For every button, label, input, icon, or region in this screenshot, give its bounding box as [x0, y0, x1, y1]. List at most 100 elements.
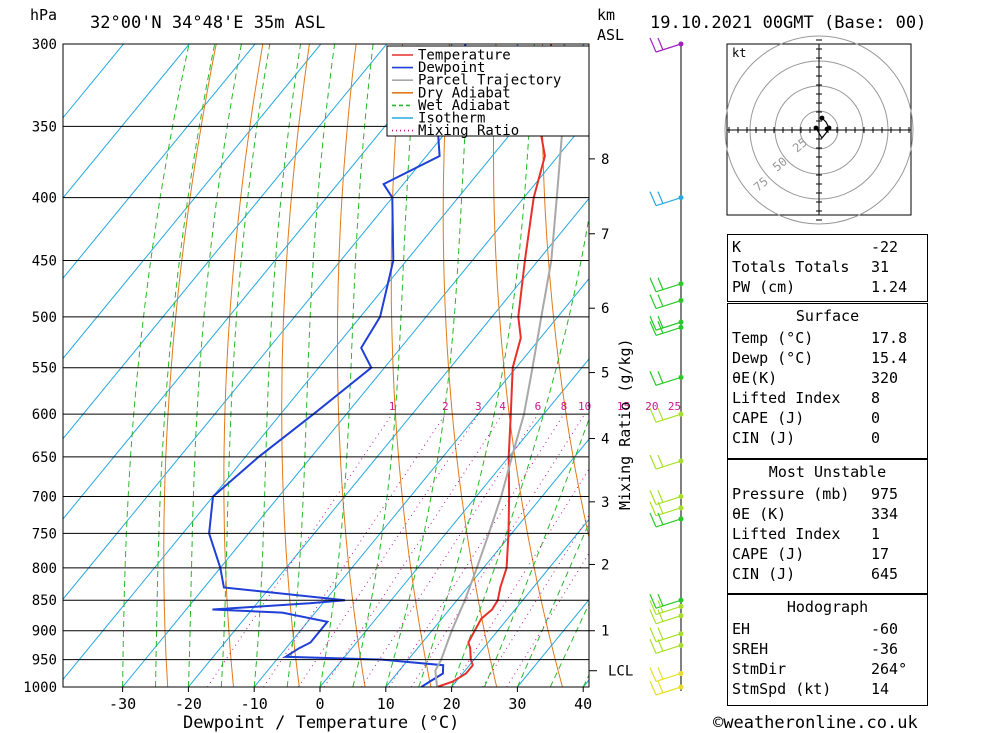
isotherm-line — [319, 358, 589, 687]
wind-barb-shaft — [655, 507, 682, 517]
indices-basic-box: K -22 Totals Totals 31 PW (cm) 1.24 — [727, 234, 928, 302]
km-tick-label: 3 — [601, 495, 609, 511]
surface-table: Temp (°C) 17.8 Dewp (°C) 15.4 θE(K) 320 Lifted… — [728, 328, 927, 448]
index-value: 17 — [871, 545, 890, 563]
index-label: EH — [732, 620, 751, 638]
wind-barb-shaft — [655, 615, 682, 625]
wind-barb-flag — [657, 371, 664, 384]
hodograph-kt-label: kt — [732, 46, 746, 60]
dry-adiabat-line — [390, 44, 432, 687]
wind-barb-flag — [649, 294, 657, 309]
hodograph-table: EH -60 SREH -36 StmDir 264° StmSpd (kt) 14 — [728, 619, 927, 699]
most-unstable-box: Most Unstable Pressure (mb) 975 θE (K) 334 L… — [727, 459, 928, 594]
index-row: θE(K) 320 — [728, 368, 927, 388]
mixing-ratio-tick-label: 15 — [617, 400, 630, 413]
index-label: StmSpd (kt) — [732, 680, 832, 698]
index-row: Totals Totals 31 — [728, 257, 927, 277]
wind-barb — [649, 191, 684, 207]
x-tick-label: -30 — [109, 695, 136, 713]
wind-barb — [649, 609, 684, 625]
index-label: CIN (J) — [732, 565, 796, 583]
x-tick-label: 30 — [508, 695, 526, 713]
hodograph-ring — [724, 35, 914, 225]
mixing-ratio-tick-label: 10 — [578, 400, 591, 413]
wind-barb-flag — [649, 600, 657, 615]
index-row: StmSpd (kt) 14 — [728, 679, 927, 699]
wind-barb — [649, 321, 684, 336]
wind-barb-shaft — [655, 644, 682, 654]
wind-barb-shaft — [655, 299, 682, 310]
isotherm-line — [63, 44, 388, 440]
index-value: 0 — [871, 409, 881, 427]
pressure-tick-label: 300 — [32, 37, 57, 53]
mixing-ratio-tick-label: 6 — [535, 400, 542, 413]
wind-barb-shaft — [655, 326, 682, 336]
index-value: 8 — [871, 389, 881, 407]
dry-adiabat-line — [963, 44, 1000, 687]
wind-barb-flag — [657, 277, 664, 290]
wind-barb-flag — [649, 277, 657, 293]
wind-barb-flag — [657, 680, 664, 694]
mixing-ratio-line — [297, 413, 479, 687]
km-tick-label: 6 — [601, 301, 609, 317]
hodograph-title: Hodograph — [786, 598, 869, 616]
legend-label: Wet Adiabat — [418, 98, 511, 114]
legend-label: Mixing Ratio — [418, 123, 519, 139]
date-title: 19.10.2021 00GMT (Base: 00) — [650, 13, 926, 33]
wind-barb-flag — [657, 627, 664, 640]
legend-box — [386, 45, 590, 137]
wind-barb-flag — [657, 600, 664, 613]
index-value: -22 — [871, 238, 899, 256]
wind-barb-shaft — [655, 605, 682, 616]
index-label: StmDir — [732, 660, 787, 678]
index-row: θE (K) 334 — [728, 504, 927, 524]
wind-barb-flag — [649, 407, 657, 423]
wind-barb — [649, 627, 684, 643]
wind-barb-flag — [657, 639, 664, 652]
index-row: CIN (J) 645 — [728, 564, 927, 584]
pressure-tick-label: 350 — [32, 119, 57, 135]
wind-barb — [649, 315, 684, 331]
pressure-tick-label: 450 — [32, 254, 57, 270]
wet-adiabat-line — [122, 44, 190, 687]
isotherm-line — [63, 44, 585, 681]
isotherm-line — [451, 518, 589, 687]
wind-barb-shaft — [655, 460, 682, 470]
wind-barb — [649, 600, 684, 616]
index-label: PW (cm) — [732, 278, 796, 296]
wet-adiabat-line — [484, 417, 589, 687]
wind-barb-flag — [657, 501, 664, 515]
pressure-tick-label: 800 — [32, 561, 57, 577]
mixing-ratio-tick-label: 3 — [475, 400, 482, 413]
pressure-tick-label: 900 — [32, 624, 57, 640]
isotherm-line — [188, 197, 589, 687]
index-value: 264° — [871, 660, 908, 678]
pressure-tick-label: 1000 — [23, 680, 57, 696]
wind-barb-flag — [657, 191, 664, 204]
wind-barb-flag — [649, 37, 657, 53]
wind-barb-flag — [657, 609, 664, 622]
index-value: 975 — [871, 485, 899, 503]
index-row: SREH -36 — [728, 639, 927, 659]
legend-label: Dewpoint — [418, 60, 485, 76]
index-label: CAPE (J) — [732, 409, 805, 427]
index-row: CAPE (J) 0 — [728, 408, 927, 428]
wind-barb-shaft — [655, 321, 682, 331]
legend-label: Temperature — [418, 48, 511, 64]
wind-barb — [649, 294, 684, 310]
hodograph-index-box: Hodograph EH -60 SREH -36 StmDir 264° StmSpd (… — [727, 594, 928, 706]
index-row: EH -60 — [728, 619, 927, 639]
wind-barb-flag — [649, 321, 657, 336]
dry-adiabat-line — [442, 44, 498, 687]
wind-barb-flag — [657, 407, 664, 421]
wind-barb-shaft — [655, 413, 682, 423]
wind-barb-flag — [649, 501, 657, 517]
most-unstable-title: Most Unstable — [768, 463, 887, 481]
wind-barb — [649, 37, 684, 53]
km-tick-label: 5 — [601, 366, 609, 382]
wind-barb-flag — [657, 512, 664, 526]
wet-adiabat-line — [516, 521, 589, 687]
x-axis-label: Dewpoint / Temperature (°C) — [183, 713, 459, 733]
dry-adiabat-line — [163, 44, 217, 687]
km-label: km — [597, 6, 615, 24]
